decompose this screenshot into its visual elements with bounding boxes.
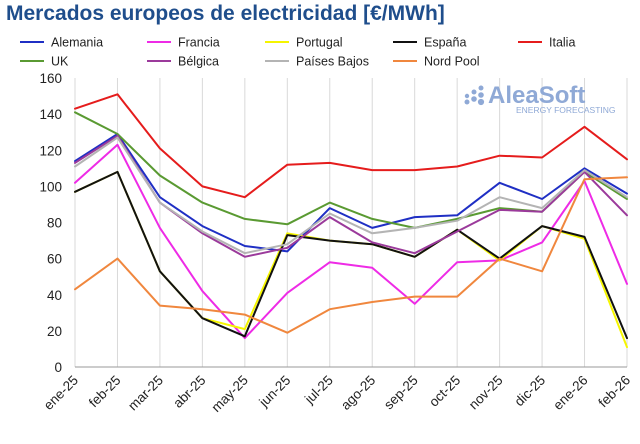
aleasoft-logo: AleaSoft ENERGY FORECASTING [464, 82, 616, 115]
series-line-francia [74, 143, 628, 340]
series-lines [74, 93, 628, 349]
x-tick-label: jul-25 [301, 373, 336, 408]
x-tick-label: jun-25 [256, 373, 294, 411]
y-tick-label: 80 [47, 216, 62, 231]
logo-dot [477, 98, 485, 106]
y-tick-label: 40 [47, 288, 62, 303]
series-line-españa [74, 170, 628, 340]
logo-dot [464, 93, 470, 99]
y-tick-label: 120 [39, 143, 62, 158]
logo-dots-icon [464, 85, 485, 106]
series-line-países-bajos [74, 136, 628, 255]
x-tick-label: ago-25 [338, 373, 378, 413]
legend-label: Alemania [51, 36, 103, 50]
x-tick-label: sep-25 [381, 373, 421, 413]
y-tick-label: 160 [39, 71, 62, 86]
logo-dot [478, 85, 484, 91]
legend-label: Portugal [296, 36, 343, 50]
logo-dot [471, 96, 477, 102]
x-tick-label: ene-26 [550, 373, 590, 413]
y-tick-label: 0 [54, 360, 62, 375]
legend-label: España [424, 36, 466, 50]
series-line-alemania [74, 133, 628, 253]
x-tick-label: feb-26 [595, 373, 633, 411]
logo-dot [464, 99, 470, 105]
x-tick-label: dic-25 [512, 373, 549, 410]
logo-dot [478, 92, 484, 98]
logo-tagline-text: ENERGY FORECASTING [516, 105, 616, 115]
legend-label: Italia [549, 36, 575, 50]
y-axis-ticks: 0 20 40 60 80 100 120 140 160 [39, 71, 62, 375]
x-tick-label: mar-25 [125, 373, 166, 414]
logo-dot [471, 89, 477, 95]
y-tick-label: 60 [47, 252, 62, 267]
legend-label: UK [51, 55, 69, 69]
x-tick-label: ene-25 [41, 373, 81, 413]
legend-label: Nord Pool [424, 55, 480, 69]
legend-label: Francia [178, 36, 220, 50]
legend-label: Países Bajos [296, 55, 369, 69]
x-tick-label: nov-25 [466, 373, 506, 413]
chart-title: Mercados europeos de electricidad [€/MWh… [6, 2, 445, 25]
y-tick-label: 20 [47, 324, 62, 339]
legend-label: Bélgica [178, 55, 219, 69]
x-tick-label: feb-25 [86, 373, 124, 411]
x-tick-label: may-25 [209, 373, 251, 415]
y-tick-label: 100 [39, 179, 62, 194]
x-tick-label: abr-25 [170, 373, 208, 411]
x-tick-label: oct-25 [426, 373, 463, 410]
series-line-italia [74, 93, 628, 199]
series-line-nord-pool [74, 176, 628, 334]
y-tick-label: 140 [39, 107, 62, 122]
x-axis-ticks: ene-25 feb-25 mar-25 abr-25 may-25 jun-25 jul-… [41, 373, 633, 415]
legend: Alemania Francia Portugal España Italia UK Bél… [20, 36, 575, 69]
logo-brand-text: AleaSoft [488, 82, 585, 109]
